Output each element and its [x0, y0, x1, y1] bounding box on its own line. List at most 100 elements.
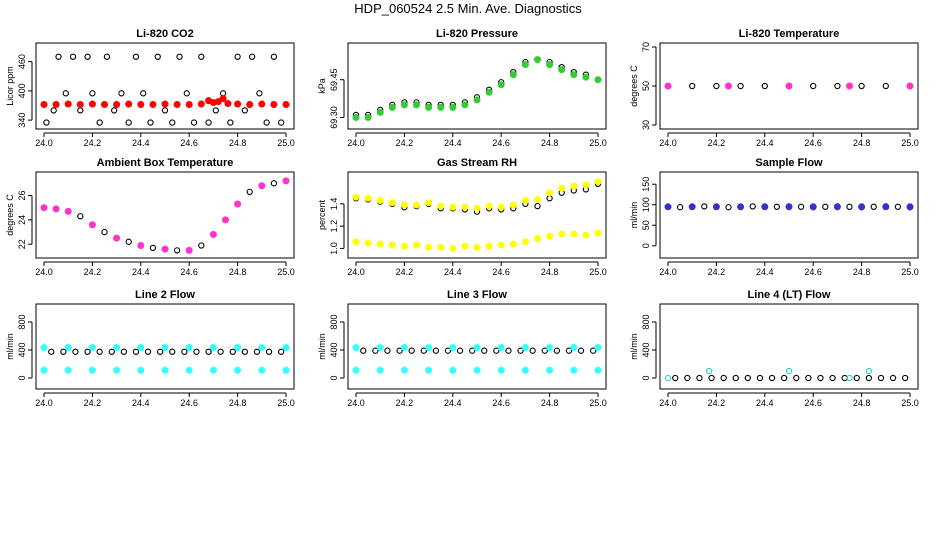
data-point: [161, 344, 169, 352]
data-point: [161, 366, 169, 374]
data-point: [60, 348, 67, 355]
data-point: [533, 234, 541, 242]
data-point: [845, 82, 853, 90]
data-point: [497, 366, 505, 374]
data-point: [437, 202, 445, 210]
data-point: [265, 348, 273, 355]
data-point: [664, 203, 672, 211]
x-tick-label: 25.0: [901, 398, 919, 408]
data-point: [822, 203, 829, 210]
data-point: [263, 119, 270, 126]
data-point: [577, 347, 585, 354]
data-point: [437, 243, 445, 251]
data-point: [157, 348, 164, 355]
data-point: [400, 201, 408, 209]
data-point: [205, 119, 212, 126]
data-point: [352, 193, 360, 201]
y-tick-label: 1.4: [329, 198, 339, 211]
x-tick-label: 24.2: [708, 398, 726, 408]
data-point: [533, 56, 541, 64]
data-point: [521, 197, 529, 205]
x-tick-label: 25.0: [901, 267, 919, 277]
data-point: [570, 344, 578, 352]
data-point: [40, 366, 48, 374]
data-point: [546, 232, 554, 240]
x-tick-label: 24.2: [396, 138, 414, 148]
data-point: [521, 344, 529, 352]
data-point: [118, 90, 125, 97]
data-point: [50, 107, 57, 114]
y-tick-label: 22: [17, 239, 27, 249]
data-point: [724, 82, 732, 90]
data-point: [713, 82, 720, 90]
series-raw: [360, 347, 597, 354]
data-point: [222, 216, 230, 224]
y-tick-label: 800: [641, 314, 651, 329]
series-upper-average: [40, 344, 290, 352]
y-tick-label: 400: [641, 342, 651, 357]
data-point: [553, 347, 561, 354]
chart-title: Sample Flow: [755, 157, 823, 169]
data-point: [546, 366, 554, 374]
data-point: [278, 119, 285, 126]
y-tick-label: 460: [17, 54, 27, 69]
data-point: [456, 347, 464, 354]
data-point: [77, 213, 84, 220]
y-tick-label: 50: [641, 81, 651, 91]
data-point: [76, 101, 84, 109]
chart-title: Li-820 Pressure: [436, 28, 518, 40]
y-tick-label: 0: [329, 375, 339, 380]
data-point: [425, 199, 433, 207]
series-lower-average: [40, 366, 290, 374]
data-point: [541, 347, 548, 354]
data-point: [594, 344, 602, 352]
panel-sample-flow: Sample Flow 24.0 24.2 24.4 24.6 24.8 25.0 0 50 10…: [629, 157, 919, 277]
data-point: [708, 374, 715, 382]
data-point: [444, 347, 452, 354]
series-raw: [48, 348, 285, 355]
x-tick-label: 24.0: [347, 138, 365, 148]
data-point: [384, 347, 391, 354]
data-point: [176, 53, 183, 60]
data-point: [744, 374, 752, 382]
data-point: [282, 101, 290, 109]
data-point: [485, 242, 493, 250]
x-tick-label: 24.2: [84, 138, 102, 148]
y-axis-label: kPa: [317, 78, 327, 94]
data-point: [234, 200, 242, 208]
data-point: [219, 95, 227, 103]
x-tick-label: 24.4: [756, 398, 774, 408]
data-point: [270, 180, 278, 187]
data-point: [461, 242, 469, 250]
data-point: [72, 348, 79, 355]
x-tick-label: 24.6: [492, 138, 510, 148]
y-axis-label: ml/min: [629, 333, 639, 360]
data-point: [120, 348, 128, 355]
panel-line-4-lt-flow: Line 4 (LT) Flow 24.0 24.2 24.4 24.6 24.8 25.0…: [629, 289, 919, 408]
data-point: [388, 199, 396, 207]
data-point: [521, 366, 529, 374]
y-tick-label: 1.2: [329, 220, 339, 233]
data-point: [258, 182, 266, 190]
data-point: [352, 366, 360, 374]
data-point: [205, 348, 212, 355]
data-point: [125, 238, 132, 245]
data-point: [161, 107, 169, 114]
panel-li-820-co2: Li-820 CO2 24.0 24.2 24.4 24.6 24.8 25.0 340 400…: [5, 28, 295, 148]
y-tick-label: 800: [329, 314, 339, 329]
data-point: [534, 202, 541, 210]
y-tick-label: 50: [641, 220, 651, 230]
panel-li-820-temperature: Li-820 Temperature 24.0 24.2 24.4 24.6 24.8 25…: [629, 28, 919, 148]
data-point: [185, 344, 193, 352]
data-point: [147, 119, 154, 126]
y-axis-label: Licor ppm: [5, 66, 15, 106]
y-tick-label: 69.30: [329, 106, 339, 129]
series-lower-average: [352, 366, 602, 374]
data-point: [761, 82, 768, 90]
plot-frame: [35, 171, 295, 259]
data-point: [497, 81, 505, 89]
y-tick-label: 400: [17, 342, 27, 357]
data-point: [533, 195, 541, 203]
y-axis-label: percent: [317, 199, 327, 230]
data-point: [833, 203, 841, 211]
